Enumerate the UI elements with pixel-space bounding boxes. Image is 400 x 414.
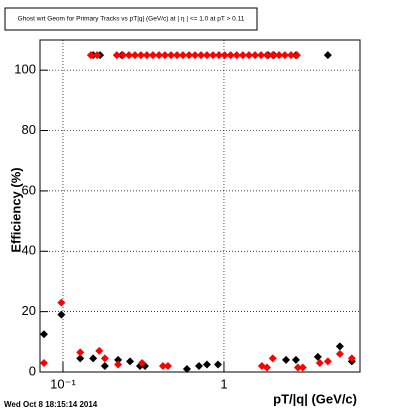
marker (238, 51, 247, 60)
marker (347, 354, 356, 363)
marker (138, 358, 147, 367)
marker (86, 51, 95, 60)
marker (163, 361, 172, 370)
marker (76, 348, 85, 357)
marker (185, 51, 194, 60)
title-box (4, 7, 258, 31)
marker (298, 363, 307, 372)
marker (142, 51, 151, 60)
marker (130, 51, 139, 60)
marker (280, 51, 289, 60)
marker (323, 357, 332, 366)
y-tick-label: 40 (22, 243, 36, 258)
marker (213, 360, 222, 369)
marker (202, 51, 211, 60)
marker (214, 51, 223, 60)
marker (178, 51, 187, 60)
marker (112, 51, 121, 60)
x-axis-label: pT/|q| (GeV/c) (273, 391, 357, 406)
y-tick-label: 60 (22, 182, 36, 197)
marker (293, 363, 302, 372)
marker (323, 51, 332, 60)
marker (114, 360, 123, 369)
marker (291, 355, 300, 364)
marker (292, 51, 301, 60)
y-tick-label: 0 (29, 363, 36, 378)
marker (282, 355, 291, 364)
marker (136, 51, 145, 60)
marker (126, 357, 135, 366)
timestamp: Wed Oct 8 18:15:14 2014 (4, 400, 98, 409)
marker (251, 51, 260, 60)
marker (315, 358, 324, 367)
marker (57, 298, 66, 307)
marker (114, 355, 123, 364)
marker (100, 361, 109, 370)
marker (167, 51, 176, 60)
x-tick-label: 1 (220, 376, 227, 391)
marker (202, 360, 211, 369)
marker (182, 364, 191, 373)
marker (287, 51, 296, 60)
marker (173, 51, 182, 60)
marker (232, 51, 241, 60)
chart-title: Ghost wrt Geom for Primary Tracks vs pT|… (18, 16, 245, 23)
marker (257, 51, 266, 60)
marker (244, 51, 253, 60)
marker (160, 51, 169, 60)
marker (158, 361, 167, 370)
y-axis-label: Efficiency (%) (8, 167, 23, 252)
marker (148, 51, 157, 60)
marker (89, 354, 98, 363)
marker (39, 330, 48, 339)
marker (155, 51, 164, 60)
marker (191, 51, 200, 60)
marker (220, 51, 229, 60)
marker (39, 358, 48, 367)
marker (93, 51, 102, 60)
marker (57, 310, 66, 319)
y-tick-label: 100 (14, 62, 36, 77)
y-tick-label: 80 (22, 122, 36, 137)
marker (119, 51, 128, 60)
marker (76, 354, 85, 363)
marker (100, 354, 109, 363)
y-tick-label: 20 (22, 303, 36, 318)
marker (262, 51, 271, 60)
marker (95, 346, 104, 355)
marker (208, 51, 217, 60)
marker (335, 342, 344, 351)
marker (335, 349, 344, 358)
marker (262, 363, 271, 372)
x-tick-label: 10⁻¹ (50, 376, 76, 391)
marker (313, 352, 322, 361)
marker (268, 51, 277, 60)
marker (226, 51, 235, 60)
marker (124, 51, 133, 60)
marker (196, 51, 205, 60)
marker (195, 361, 204, 370)
marker (275, 51, 284, 60)
marker (268, 354, 277, 363)
plot-frame (39, 39, 361, 373)
